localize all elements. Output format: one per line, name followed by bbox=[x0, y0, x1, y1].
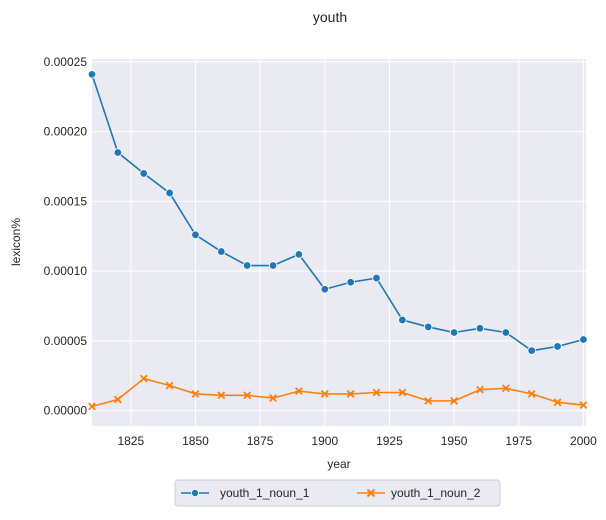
y-tick-label: 0.00015 bbox=[44, 194, 88, 208]
x-axis: 1825 1850 1875 1900 1925 1950 1975 2000 bbox=[117, 434, 597, 448]
x-tick-label: 1950 bbox=[441, 434, 468, 448]
data-point bbox=[269, 394, 277, 403]
x-axis-label: year bbox=[327, 457, 350, 471]
data-point bbox=[139, 169, 148, 178]
legend-label-youth-1-noun-1: youth_1_noun_1 bbox=[220, 486, 310, 500]
data-point bbox=[191, 389, 200, 398]
data-point bbox=[346, 389, 355, 398]
y-axis-label: lexicon% bbox=[9, 218, 23, 266]
data-point bbox=[372, 273, 381, 283]
series-layer bbox=[87, 70, 588, 411]
data-point bbox=[553, 398, 562, 407]
data-point bbox=[113, 395, 122, 404]
legend-marker-circle bbox=[190, 488, 199, 497]
data-point bbox=[320, 285, 329, 294]
y-tick-label: 0.00000 bbox=[44, 404, 88, 418]
data-point bbox=[346, 278, 355, 287]
legend: youth_1_noun_1 youth_1_noun_2 bbox=[174, 479, 501, 507]
x-tick-label: 1850 bbox=[182, 434, 209, 448]
data-point bbox=[243, 391, 252, 400]
data-point bbox=[476, 385, 484, 394]
data-point bbox=[217, 391, 226, 400]
chart-title: youth bbox=[313, 9, 347, 25]
x-tick-label: 1900 bbox=[311, 434, 338, 448]
series-line bbox=[91, 74, 584, 352]
data-point bbox=[88, 402, 96, 411]
y-tick-label: 0.00005 bbox=[44, 334, 88, 348]
data-point bbox=[398, 315, 407, 325]
plot-area bbox=[92, 59, 586, 426]
series-line bbox=[91, 377, 584, 408]
data-point bbox=[268, 261, 278, 270]
data-point bbox=[87, 70, 97, 79]
data-point bbox=[424, 396, 433, 405]
legend-label-youth-1-noun-2: youth_1_noun_2 bbox=[391, 486, 481, 500]
data-point bbox=[165, 381, 174, 390]
data-point bbox=[527, 389, 536, 398]
data-point bbox=[450, 396, 459, 405]
x-tick-label: 1925 bbox=[376, 434, 403, 448]
data-point bbox=[294, 250, 304, 259]
data-point bbox=[320, 389, 329, 398]
series-youth-1-noun-1 bbox=[87, 70, 588, 355]
legend-marker-x bbox=[366, 488, 376, 498]
data-point bbox=[501, 328, 511, 337]
data-point bbox=[424, 322, 433, 332]
data-point bbox=[579, 401, 588, 410]
data-point bbox=[527, 346, 536, 355]
x-tick-label: 1975 bbox=[505, 434, 532, 448]
data-point bbox=[398, 388, 407, 397]
y-axis: 0.00000 0.00005 0.00010 0.00015 0.00020 0.000… bbox=[44, 55, 88, 418]
data-point bbox=[372, 388, 381, 397]
data-point bbox=[165, 188, 174, 198]
series-youth-1-noun-2 bbox=[88, 374, 588, 411]
y-tick-label: 0.00025 bbox=[44, 55, 88, 69]
data-point bbox=[217, 247, 226, 256]
data-point bbox=[553, 342, 562, 351]
y-tick-label: 0.00010 bbox=[44, 264, 88, 278]
x-tick-label: 1875 bbox=[247, 434, 274, 448]
x-tick-label: 1825 bbox=[117, 434, 144, 448]
data-point bbox=[113, 148, 123, 157]
data-point bbox=[475, 324, 485, 333]
data-point bbox=[242, 261, 252, 270]
y-tick-label: 0.00020 bbox=[44, 125, 88, 139]
x-tick-label: 2000 bbox=[570, 434, 597, 448]
legend-box bbox=[174, 479, 501, 507]
data-point bbox=[191, 230, 200, 240]
data-point bbox=[139, 374, 148, 383]
data-point bbox=[294, 387, 303, 396]
data-point bbox=[501, 384, 510, 393]
data-point bbox=[449, 328, 459, 337]
data-point bbox=[579, 335, 588, 344]
